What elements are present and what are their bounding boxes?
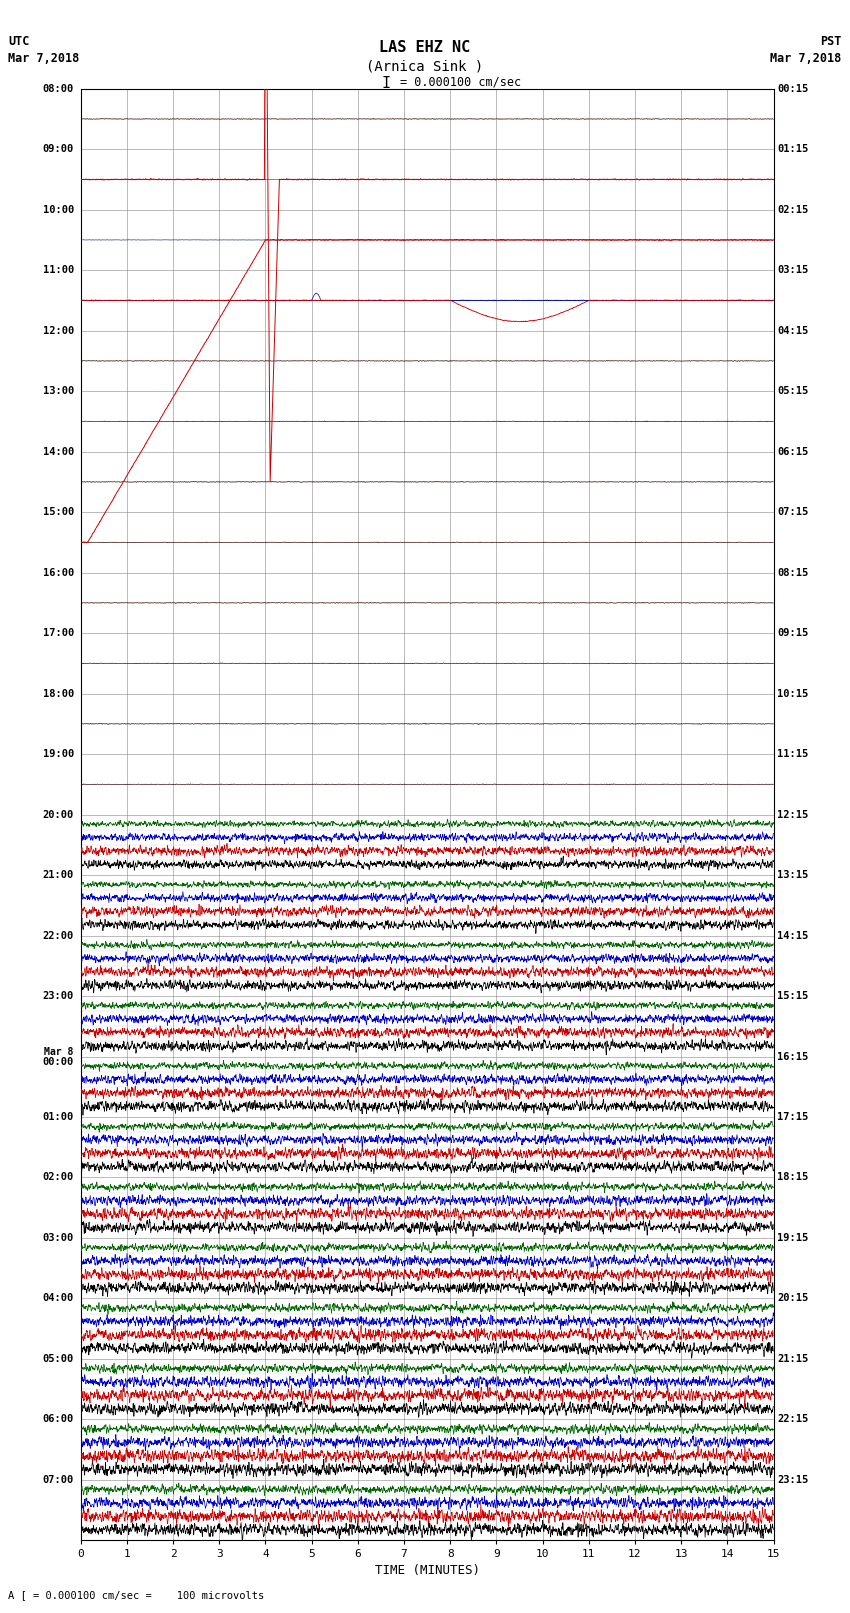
Text: 02:00: 02:00 — [42, 1173, 74, 1182]
Text: 01:15: 01:15 — [777, 144, 808, 155]
Text: 21:00: 21:00 — [42, 869, 74, 881]
Text: 19:15: 19:15 — [777, 1232, 808, 1244]
Text: 01:00: 01:00 — [42, 1111, 74, 1123]
Text: A [ = 0.000100 cm/sec =    100 microvolts: A [ = 0.000100 cm/sec = 100 microvolts — [8, 1590, 264, 1600]
Text: = 0.000100 cm/sec: = 0.000100 cm/sec — [400, 76, 520, 89]
Text: 02:15: 02:15 — [777, 205, 808, 215]
Text: 23:15: 23:15 — [777, 1474, 808, 1486]
Text: Mar 7,2018: Mar 7,2018 — [8, 52, 80, 65]
Text: 07:15: 07:15 — [777, 506, 808, 518]
Text: 04:15: 04:15 — [777, 326, 808, 336]
Text: 08:00: 08:00 — [42, 84, 74, 94]
Text: I: I — [382, 76, 391, 90]
Text: 03:00: 03:00 — [42, 1232, 74, 1244]
Text: 06:15: 06:15 — [777, 447, 808, 456]
Text: 17:00: 17:00 — [42, 627, 74, 639]
Text: 10:00: 10:00 — [42, 205, 74, 215]
Text: 05:15: 05:15 — [777, 386, 808, 397]
Text: 19:00: 19:00 — [42, 748, 74, 760]
Text: 00:15: 00:15 — [777, 84, 808, 94]
Text: 05:00: 05:00 — [42, 1353, 74, 1365]
Text: 13:00: 13:00 — [42, 386, 74, 397]
Text: 23:00: 23:00 — [42, 990, 74, 1002]
Text: 00:00: 00:00 — [42, 1057, 74, 1066]
Text: 09:15: 09:15 — [777, 627, 808, 639]
Text: 04:00: 04:00 — [42, 1294, 74, 1303]
Text: Mar 8: Mar 8 — [44, 1047, 74, 1057]
Text: 13:15: 13:15 — [777, 869, 808, 881]
Text: 22:15: 22:15 — [777, 1415, 808, 1424]
Text: 16:00: 16:00 — [42, 568, 74, 577]
Text: 06:00: 06:00 — [42, 1415, 74, 1424]
Text: (Arnica Sink ): (Arnica Sink ) — [366, 60, 484, 74]
Text: 03:15: 03:15 — [777, 265, 808, 276]
Text: 07:00: 07:00 — [42, 1474, 74, 1486]
Text: 11:00: 11:00 — [42, 265, 74, 276]
Text: 11:15: 11:15 — [777, 748, 808, 760]
Text: 14:00: 14:00 — [42, 447, 74, 456]
Text: 09:00: 09:00 — [42, 144, 74, 155]
Text: Mar 7,2018: Mar 7,2018 — [770, 52, 842, 65]
Text: 15:15: 15:15 — [777, 990, 808, 1002]
Text: 10:15: 10:15 — [777, 689, 808, 698]
Text: 12:15: 12:15 — [777, 810, 808, 819]
Text: 20:15: 20:15 — [777, 1294, 808, 1303]
Text: PST: PST — [820, 35, 842, 48]
Text: 18:00: 18:00 — [42, 689, 74, 698]
Text: 22:00: 22:00 — [42, 931, 74, 940]
Text: UTC: UTC — [8, 35, 30, 48]
Text: 20:00: 20:00 — [42, 810, 74, 819]
Text: 08:15: 08:15 — [777, 568, 808, 577]
X-axis label: TIME (MINUTES): TIME (MINUTES) — [375, 1563, 479, 1576]
Text: 18:15: 18:15 — [777, 1173, 808, 1182]
Text: 21:15: 21:15 — [777, 1353, 808, 1365]
Text: LAS EHZ NC: LAS EHZ NC — [379, 40, 471, 55]
Text: 15:00: 15:00 — [42, 506, 74, 518]
Text: 17:15: 17:15 — [777, 1111, 808, 1123]
Text: 14:15: 14:15 — [777, 931, 808, 940]
Text: 16:15: 16:15 — [777, 1052, 808, 1061]
Text: 12:00: 12:00 — [42, 326, 74, 336]
